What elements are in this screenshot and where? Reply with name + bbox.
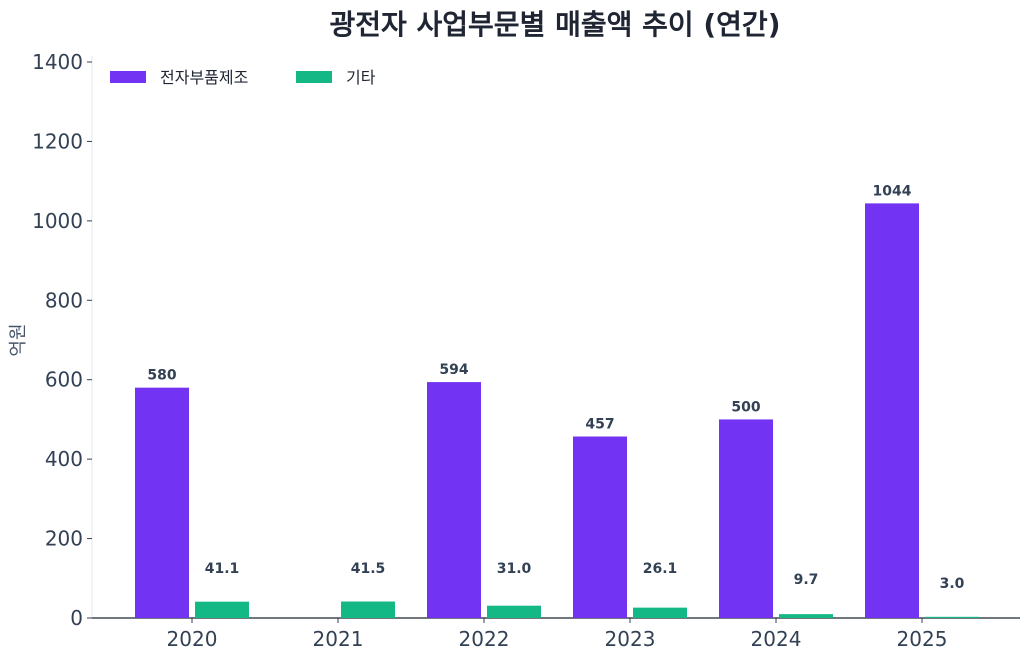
bar-other-2024	[779, 614, 833, 618]
y-tick-group: 0 200 400 600 800 1000 1200 1400	[32, 50, 92, 630]
data-label: 594	[439, 362, 468, 378]
x-tick-group: 2020 2021 2022 2023 2024 2025	[167, 618, 948, 651]
data-label: 9.7	[794, 572, 819, 588]
data-label: 457	[585, 417, 614, 433]
data-label: 31.0	[497, 561, 532, 577]
bar-electronics-2025	[865, 203, 919, 618]
legend: 전자부품제조 기타	[110, 68, 376, 87]
x-tick-label: 2021	[313, 627, 364, 651]
y-tick-label: 1200	[32, 129, 83, 153]
bar-other-2023	[633, 607, 687, 618]
y-tick-label: 600	[45, 368, 83, 392]
y-tick-label: 200	[45, 527, 83, 551]
bar-electronics-2023	[573, 436, 627, 618]
bar-other-2022	[487, 605, 541, 618]
x-tick-label: 2022	[459, 627, 510, 651]
chart-title: 광전자 사업부문별 매출액 추이 (연간)	[330, 8, 781, 41]
data-label: 500	[731, 399, 760, 415]
data-label: 1044	[873, 183, 912, 199]
legend-swatch	[110, 71, 146, 83]
data-label: 26.1	[643, 561, 678, 577]
data-label: 41.1	[205, 561, 240, 577]
bar-other-2021	[341, 601, 395, 618]
bar-electronics-2024	[719, 419, 773, 618]
data-labels-group: 580 41.1 41.5 594 31.0 457 26.1 500 9.7 1044 3.0	[147, 183, 964, 592]
bar-electronics-2020	[135, 387, 189, 618]
x-tick-label: 2023	[605, 627, 656, 651]
bars-group	[135, 203, 979, 618]
bar-electronics-2022	[427, 382, 481, 618]
bar-other-2020	[195, 601, 249, 618]
bar-other-2025	[925, 616, 979, 618]
x-tick-label: 2025	[897, 627, 948, 651]
legend-label: 전자부품제조	[160, 68, 248, 87]
y-tick-label: 400	[45, 447, 83, 471]
y-axis-label: 억원	[8, 323, 29, 356]
y-tick-label: 1000	[32, 209, 83, 233]
y-tick-label: 800	[45, 288, 83, 312]
x-tick-label: 2024	[751, 627, 802, 651]
y-tick-label: 1400	[32, 50, 83, 74]
data-label: 3.0	[940, 576, 965, 592]
x-tick-label: 2020	[167, 627, 218, 651]
legend-swatch	[296, 71, 332, 83]
legend-label: 기타	[346, 68, 376, 87]
data-label: 580	[147, 368, 176, 384]
data-label: 41.5	[351, 561, 386, 577]
y-tick-label: 0	[70, 606, 83, 630]
